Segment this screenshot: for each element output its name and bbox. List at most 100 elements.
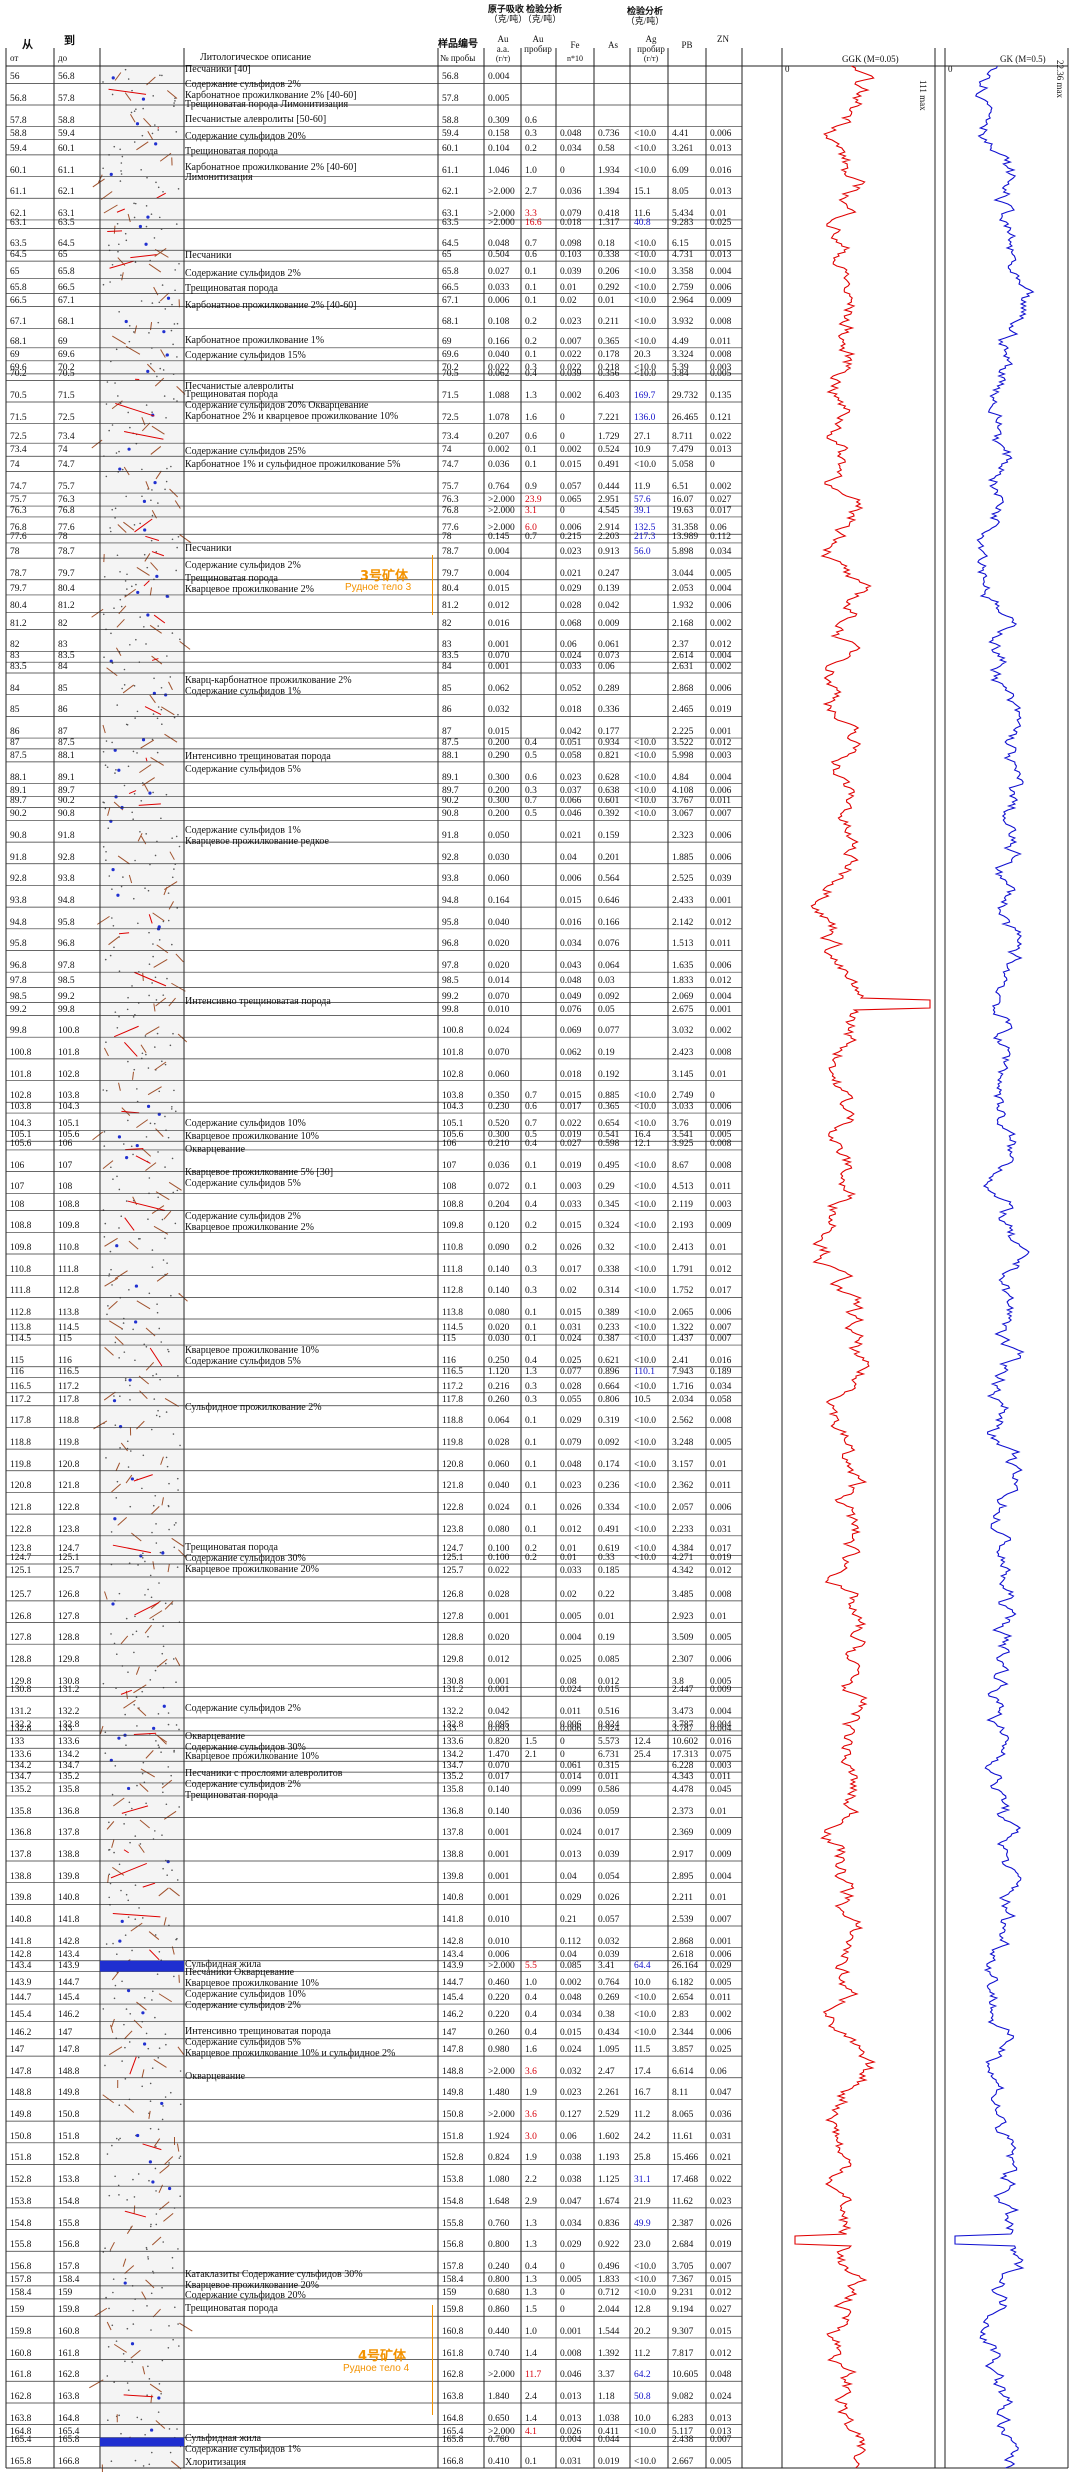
au-fa-header: Au bbox=[532, 34, 544, 44]
depth-from-cell: 105.1 bbox=[10, 1130, 32, 1141]
vein-mark bbox=[142, 1882, 156, 1888]
zn-cell: 0.009 bbox=[710, 1828, 732, 1839]
fracture-mark bbox=[91, 608, 104, 618]
sandstone-dot bbox=[179, 2070, 182, 2072]
sample-no-cell: 79.7 bbox=[442, 568, 459, 579]
ag-cell: <10.0 bbox=[634, 1119, 656, 1130]
ag-cell: <10.0 bbox=[634, 1416, 656, 1427]
sandstone-dot bbox=[150, 2292, 153, 2295]
sample-no-cell: 63.1 bbox=[442, 208, 459, 219]
fracture-mark bbox=[169, 851, 175, 860]
depth-from-cell: 112.8 bbox=[10, 1308, 32, 1319]
zn-cell: 0.011 bbox=[710, 1771, 732, 1782]
vein-mark bbox=[151, 658, 159, 661]
au-aa-cell: 0.820 bbox=[488, 1737, 510, 1748]
sandstone-dot bbox=[113, 1997, 116, 2000]
as-cell: 0.601 bbox=[598, 796, 620, 807]
as-cell: 0.174 bbox=[598, 1459, 620, 1470]
fracture-mark bbox=[160, 1456, 164, 1465]
sandstone-dot bbox=[126, 723, 129, 726]
vein-mark bbox=[108, 88, 147, 95]
pb-cell: 10.602 bbox=[672, 1737, 699, 1748]
depth-to-cell: 62.1 bbox=[58, 187, 75, 198]
sandstone-dot bbox=[119, 180, 122, 182]
sandstone-dot bbox=[172, 2338, 174, 2341]
sandstone-dot bbox=[108, 1273, 111, 1275]
depth-from-cell: 116.5 bbox=[10, 1381, 32, 1392]
lithology-description: Кварцевое прожилкование 20% bbox=[185, 2279, 319, 2291]
depth-to-cell: 63.1 bbox=[58, 208, 75, 219]
sandstone-dot bbox=[140, 799, 143, 802]
depth-to-cell: 127.8 bbox=[58, 1611, 80, 1622]
sandstone-dot bbox=[154, 1669, 157, 1672]
ag-cell: <10.0 bbox=[634, 239, 656, 250]
zn-cell: 0.004 bbox=[710, 1724, 732, 1735]
sandstone-dot bbox=[168, 1482, 170, 1485]
fracture-mark bbox=[142, 2366, 146, 2375]
au-aa-cell: 1.078 bbox=[488, 412, 510, 423]
sandstone-dot bbox=[127, 1916, 130, 1918]
depth-from-cell: 70.5 bbox=[10, 391, 27, 402]
sandstone-dot bbox=[161, 2118, 164, 2121]
sandstone-dot bbox=[152, 1374, 154, 1377]
sandstone-dot bbox=[155, 1373, 158, 1375]
sandstone-dot bbox=[105, 740, 108, 742]
sandstone-dot bbox=[174, 97, 176, 100]
fracture-mark bbox=[130, 1922, 143, 1932]
depth-from-cell: 165.8 bbox=[10, 2457, 32, 2467]
sandstone-dot bbox=[103, 656, 105, 658]
lithology-description: Песчаники Окварцевание bbox=[185, 1967, 295, 1979]
sample-no-cell: 138.8 bbox=[442, 1849, 464, 1860]
sandstone-dot bbox=[120, 885, 123, 888]
au-aa-cell: >2.000 bbox=[488, 2066, 515, 2077]
sample-no-cell: 83 bbox=[442, 640, 452, 651]
ag-cell: 50.8 bbox=[634, 2391, 651, 2402]
sandstone-dot bbox=[165, 480, 168, 483]
sandstone-dot bbox=[119, 1447, 121, 1449]
as-cell: 0.664 bbox=[598, 1381, 620, 1392]
zn-cell: 0.027 bbox=[710, 495, 732, 506]
fracture-mark bbox=[161, 1497, 164, 1506]
sandstone-dot bbox=[108, 244, 110, 247]
fracture-mark bbox=[104, 1277, 119, 1287]
lithology-description: Содержание сульфидов 30% bbox=[185, 1553, 306, 1565]
as-cell: 0.315 bbox=[598, 1761, 620, 1772]
zn-cell: 0.06 bbox=[710, 2066, 727, 2077]
sandstone-dot bbox=[178, 1806, 180, 1808]
depth-from-cell: 94.8 bbox=[10, 917, 27, 928]
sample-no-cell: 149.8 bbox=[442, 2088, 464, 2099]
sandstone-dot bbox=[164, 2096, 167, 2098]
sample-no-cell: 69.6 bbox=[442, 349, 459, 360]
sample-no-cell: 159 bbox=[442, 2287, 457, 2298]
sandstone-dot bbox=[157, 1713, 160, 1715]
sandstone-dot bbox=[145, 1346, 148, 1348]
ag-cell: 40.8 bbox=[634, 217, 651, 228]
ag-cell: <10.0 bbox=[634, 1264, 656, 1275]
ag-cell: 169.7 bbox=[634, 391, 656, 402]
zn-cell: 0.023 bbox=[710, 2196, 732, 2207]
au-fa-cell: 1.3 bbox=[525, 2274, 537, 2285]
sandstone-dot bbox=[164, 1115, 166, 1118]
sandstone-dot bbox=[134, 717, 136, 719]
sandstone-dot bbox=[112, 1942, 114, 1945]
sandstone-dot bbox=[170, 1108, 173, 1110]
fracture-mark bbox=[117, 855, 130, 865]
lithology-description: Содержание сульфидов 2% bbox=[185, 79, 301, 91]
ag-cell: <10.0 bbox=[634, 362, 656, 373]
depth-to-cell: 78 bbox=[58, 531, 68, 542]
fe-cell: 0.023 bbox=[560, 772, 582, 783]
fe-cell: 0.033 bbox=[560, 662, 582, 672]
pb-cell: 1.791 bbox=[672, 1264, 694, 1275]
sandstone-dot bbox=[102, 283, 105, 286]
depth-from-cell: 93.8 bbox=[10, 896, 27, 907]
depth-to-cell: 93.8 bbox=[58, 874, 75, 885]
sandstone-dot bbox=[144, 887, 146, 889]
fe-cell: 0.028 bbox=[560, 1381, 582, 1392]
sandstone-dot bbox=[177, 2248, 179, 2250]
sandstone-dot bbox=[166, 1465, 169, 1468]
lithology-column bbox=[89, 66, 193, 2472]
sample-no-cell: 85 bbox=[442, 683, 452, 694]
fe-cell: 0.025 bbox=[560, 1654, 582, 1665]
au-fa-cell: 0.5 bbox=[525, 1130, 537, 1141]
sandstone-dot bbox=[104, 2247, 106, 2250]
